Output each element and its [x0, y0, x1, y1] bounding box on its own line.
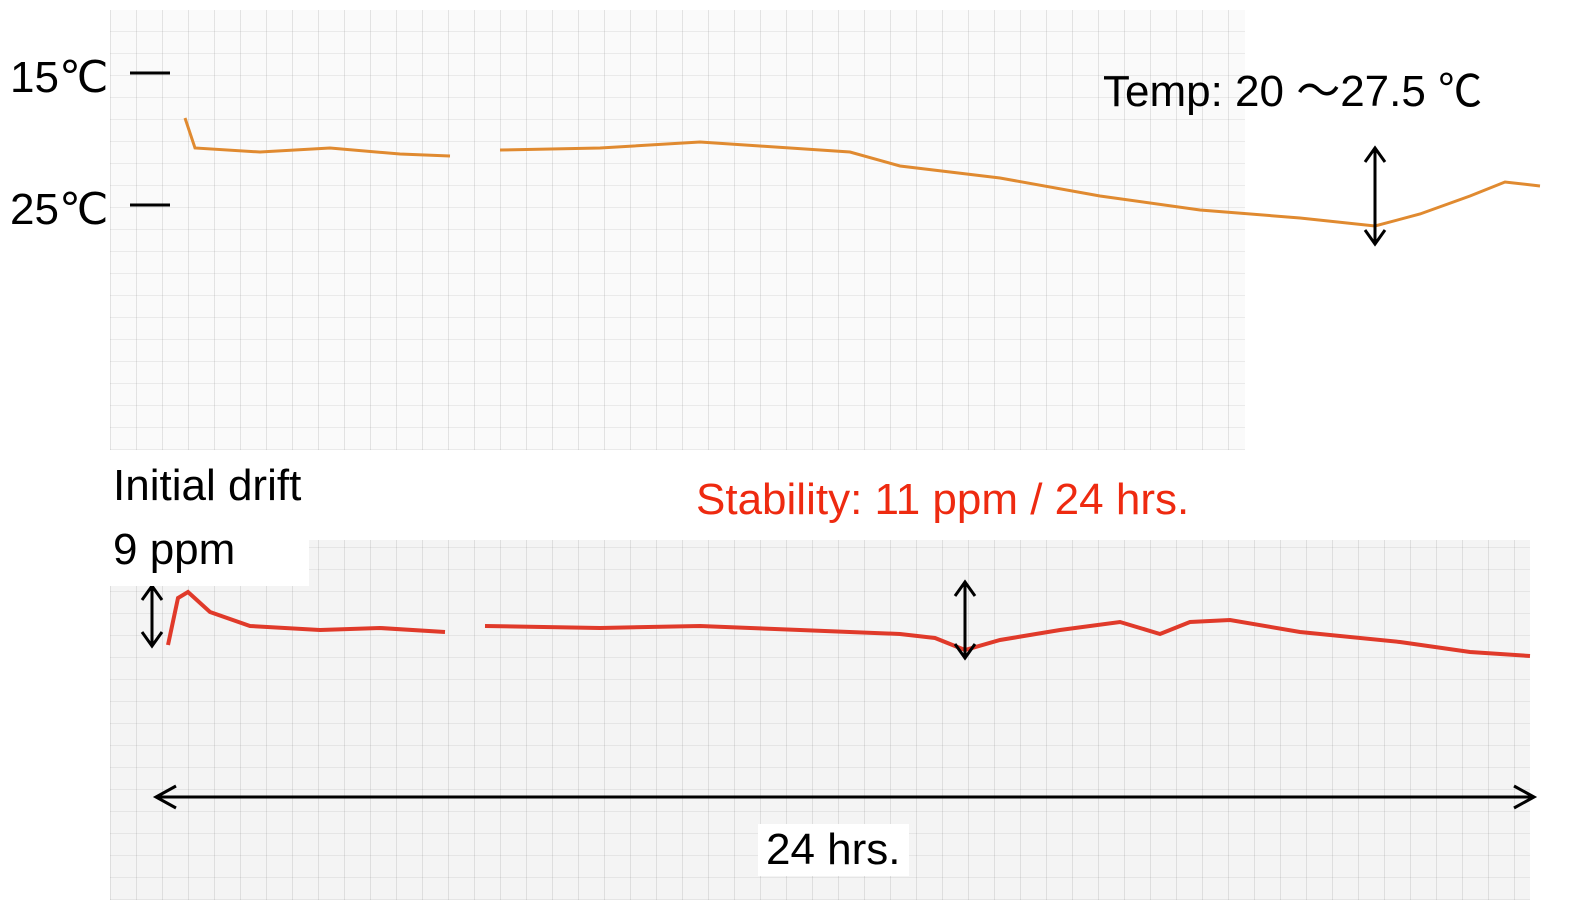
- arrows: [130, 71, 1538, 810]
- recorder-paper-top: [110, 10, 1245, 450]
- initial-drift-value: 9 ppm: [113, 524, 236, 574]
- temperature-trace: [183, 117, 1541, 228]
- frequency-trace: [166, 589, 1531, 658]
- initial-drift-label: Initial drift 9 ppm: [105, 450, 310, 586]
- initial-drift-title: Initial drift: [113, 461, 302, 510]
- stability-label: Stability: 11 ppm / 24 hrs.: [688, 474, 1198, 526]
- temp-high-label: 15℃: [10, 53, 109, 102]
- duration-label: 24 hrs.: [758, 824, 909, 876]
- duration-arrowheads: [152, 784, 1538, 810]
- recorder-paper-bottom: [110, 540, 1530, 900]
- temp-range-label: Temp: 20 ～27.5 ℃: [1103, 67, 1483, 116]
- temp-low-label: 25℃: [10, 185, 109, 234]
- temp-arrowheads: [1363, 145, 1387, 247]
- stability-arrowheads: [953, 579, 977, 661]
- drift-arrowheads: [140, 583, 164, 649]
